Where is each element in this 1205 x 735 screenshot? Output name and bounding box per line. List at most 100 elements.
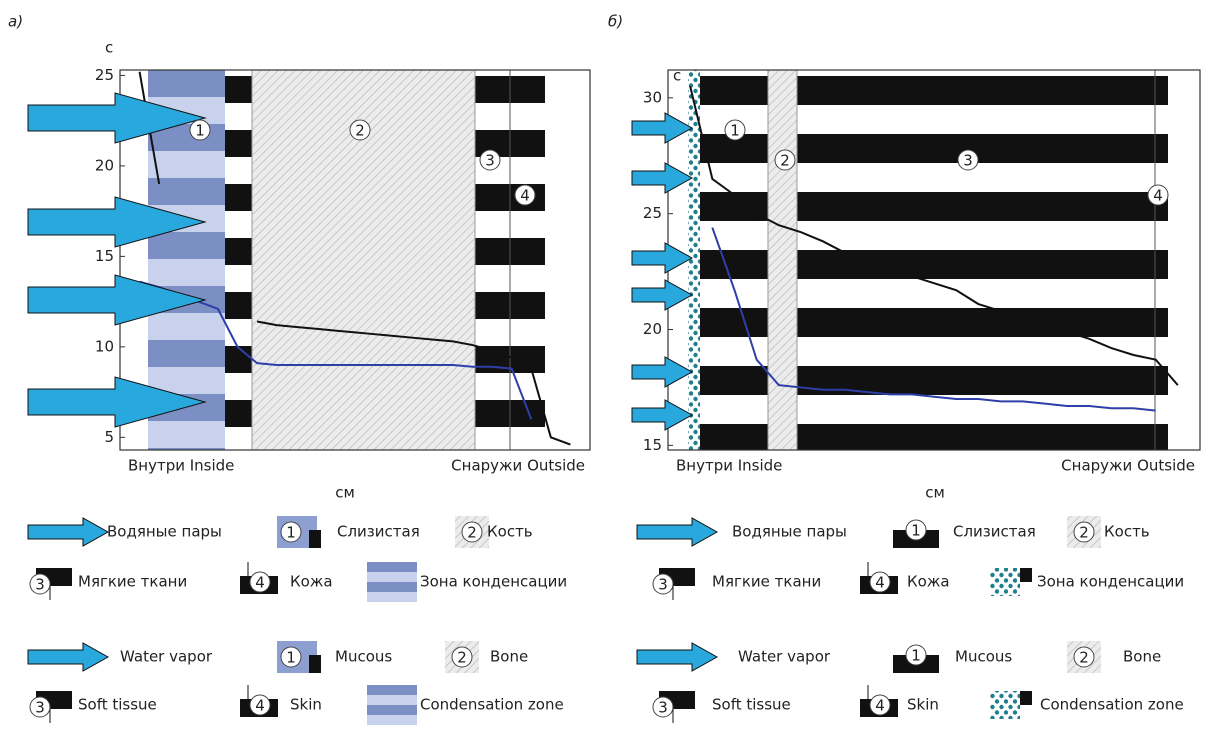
legend-icon-condensation [367,562,417,572]
zone-marker: 2 [780,152,790,170]
legend-label: Кожа [907,573,950,591]
legend-marker: 3 [35,576,45,594]
legend-marker: 2 [467,524,477,542]
legend-label: Мягкие ткани [78,573,187,591]
legend-marker: 2 [1079,649,1089,667]
soft-tissue-stripe [700,76,768,105]
legend-marker: 2 [1079,524,1089,542]
legend-label: Мягкие ткани [712,573,821,591]
soft-tissue-stripe [700,424,768,450]
legend-marker: 4 [255,697,265,715]
page: а) 5 10 15 20 25 Внутри Inside Снаружи Outside с… [0,0,1205,735]
condensation-band [148,70,225,97]
soft-tissue-stripe [797,424,1168,450]
zone-marker: 3 [963,152,973,170]
legend-label: Water vapor [120,648,213,666]
condensation-band [148,259,225,286]
y-axis-label: с [105,39,113,57]
legend-label: Water vapor [738,648,831,666]
y-tick-label: 20 [643,320,662,338]
panel-label: б) [608,13,623,31]
x-axis-label: см [925,484,945,502]
soft-tissue-stripe [797,134,1168,163]
bone-zone [768,70,797,450]
x-tick-label: Внутри Inside [676,457,782,475]
legend-icon-mucous-dark [309,655,321,673]
legend-marker: 1 [911,522,921,540]
condensation-band [148,313,225,340]
y-tick-label: 10 [95,337,114,355]
y-tick-label: 20 [95,156,114,174]
legend-icon-mucous-dark [309,530,321,548]
condensation-band [148,340,225,367]
x-tick-label: Внутри Inside [128,457,234,475]
legend-icon-condensation [367,582,417,592]
legend-label: Кость [1104,523,1150,541]
legend-marker: 3 [35,699,45,717]
soft-tissue-stripe [700,366,768,395]
legend-marker: 1 [286,524,296,542]
legend-icon-condensation [367,705,417,715]
soft-tissue-stripe [225,76,252,103]
x-tick-label: Снаружи Outside [451,457,585,475]
legend-label: Кость [487,523,533,541]
legend-label: Soft tissue [78,696,157,714]
soft-tissue-stripe [797,308,1168,337]
legend-icon-condensation [367,592,417,602]
soft-tissue-stripe [797,192,1168,221]
soft-tissue-stripe [700,250,768,279]
condensation-band [148,421,225,448]
legend-marker: 3 [658,699,668,717]
legend-icon-condensation [367,572,417,582]
panel-label: а) [8,13,23,31]
legend-icon-arrow [637,518,717,546]
condensation-band [148,232,225,259]
zone-marker: 3 [485,152,495,170]
soft-tissue-stripe [225,238,252,265]
legend-icon-condensation-dark [1020,691,1032,705]
legend-label: Mucous [955,648,1012,666]
legend-label: Водяные пары [732,523,847,541]
legend-icon-arrow [28,643,108,671]
soft-tissue-stripe [225,130,252,157]
legend-icon-condensation [990,568,1020,596]
legend-label: Soft tissue [712,696,791,714]
x-tick-label: Снаружи Outside [1061,457,1195,475]
legend-label: Bone [1123,648,1161,666]
legend-marker: 3 [658,576,668,594]
soft-tissue-stripe [700,308,768,337]
legend-label: Skin [907,696,939,714]
legend-label: Зона конденсации [1037,573,1184,591]
legend-label: Слизистая [337,523,420,541]
legend-icon-condensation [990,691,1020,719]
legend-label: Зона конденсации [420,573,567,591]
soft-tissue-stripe [225,184,252,211]
zone-marker: 1 [195,122,205,140]
legend-marker: 4 [255,574,265,592]
y-tick-label: 30 [643,88,662,106]
soft-tissue-stripe [797,76,1168,105]
soft-tissue-stripe [700,192,768,221]
legend-marker: 4 [875,697,885,715]
y-tick-label: 25 [95,66,114,84]
y-tick-label: 15 [95,247,114,265]
legend-icon-condensation [367,695,417,705]
zone-marker: 1 [730,122,740,140]
y-tick-label: 25 [643,204,662,222]
legend-label: Bone [490,648,528,666]
y-axis-label: с [673,67,681,85]
soft-tissue-stripe [225,346,252,373]
legend-marker: 1 [286,649,296,667]
legend-label: Кожа [290,573,333,591]
legend-icon-arrow [637,643,717,671]
condensation-band [148,151,225,178]
legend-label: Condensation zone [420,696,564,714]
legend-label: Skin [290,696,322,714]
y-tick-label: 5 [104,428,114,446]
figure: а) 5 10 15 20 25 Внутри Inside Снаружи Outside с… [0,0,1205,735]
legend-label: Condensation zone [1040,696,1184,714]
zone-marker: 4 [1153,187,1163,205]
legend-icon-arrow [28,518,108,546]
legend-icon-condensation [367,685,417,695]
legend-label: Водяные пары [107,523,222,541]
